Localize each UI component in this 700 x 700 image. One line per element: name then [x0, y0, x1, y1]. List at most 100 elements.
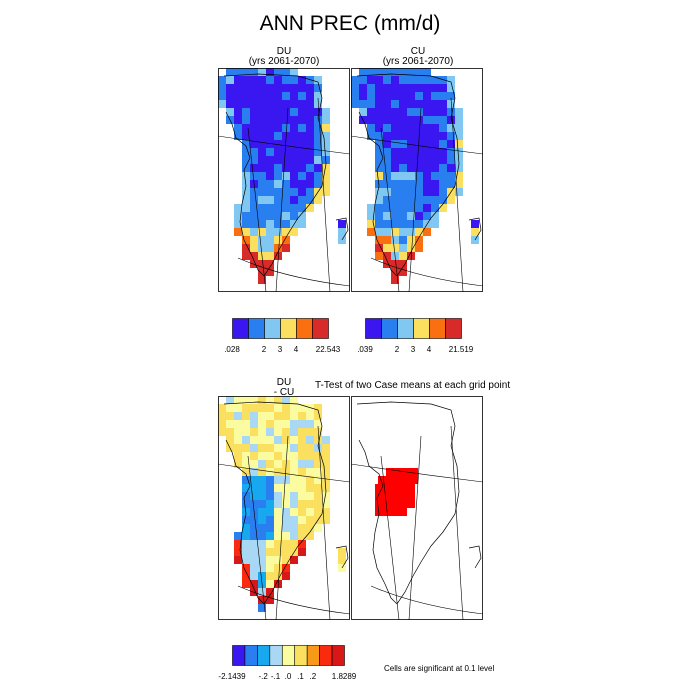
grid-cell [282, 508, 290, 516]
grid-cell [306, 532, 314, 540]
grid-cell [314, 508, 322, 516]
grid-cell [218, 404, 226, 412]
grid-cell [298, 220, 306, 228]
grid-cell [266, 212, 274, 220]
grid-cell [266, 116, 274, 124]
grid-cell [250, 532, 258, 540]
colorbar-swatch [397, 318, 414, 339]
grid-cell [407, 68, 415, 76]
grid-cell [266, 180, 274, 188]
grid-cell [415, 220, 423, 228]
grid-cell [367, 204, 375, 212]
grid-cell [290, 100, 298, 108]
grid-cell [415, 212, 423, 220]
diff-panel-title: DU - CU [214, 378, 354, 398]
grid-cell [306, 156, 314, 164]
grid-cell [266, 508, 274, 516]
grid-cell [415, 180, 423, 188]
grid-cell [447, 172, 455, 180]
grid-cell [258, 484, 266, 492]
grid-cell [423, 148, 431, 156]
grid-cell [399, 244, 407, 252]
grid-cell [250, 588, 258, 596]
grid-cell [298, 212, 306, 220]
colorbar-label: -.2 [258, 672, 268, 681]
grid-cell [314, 148, 322, 156]
grid-cell [298, 108, 306, 116]
grid-cell [455, 188, 463, 196]
grid-cell [298, 476, 306, 484]
grid-cell [226, 404, 234, 412]
grid-cell [282, 532, 290, 540]
grid-cell [258, 548, 266, 556]
grid-cell [250, 172, 258, 180]
grid-cell [306, 500, 314, 508]
du-map-panel [218, 68, 350, 292]
colorbar-swatch [429, 318, 446, 339]
grid-cell [375, 156, 383, 164]
grid-cell [298, 548, 306, 556]
grid-cell [298, 140, 306, 148]
grid-cell [266, 452, 274, 460]
grid-cell [282, 148, 290, 156]
grid-cell [282, 412, 290, 420]
grid-cell [306, 524, 314, 532]
grid-cell [375, 116, 383, 124]
grid-cell [282, 244, 290, 252]
grid-cell [431, 116, 439, 124]
grid-cell [226, 100, 234, 108]
grid-cell [415, 188, 423, 196]
grid-cell [407, 252, 415, 260]
grid-cell [306, 444, 314, 452]
grid-cell [242, 452, 250, 460]
grid-cell [234, 556, 242, 564]
grid-cell [383, 108, 391, 116]
grid-cell [415, 228, 423, 236]
significant-cell [410, 476, 418, 484]
grid-cell [375, 108, 383, 116]
grid-cell [447, 140, 455, 148]
grid-cell [226, 84, 234, 92]
grid-cell [298, 452, 306, 460]
grid-cell [274, 196, 282, 204]
grid-cell [431, 100, 439, 108]
grid-cell [298, 436, 306, 444]
significant-cell [383, 484, 391, 492]
grid-cell [407, 116, 415, 124]
grid-cell [290, 436, 298, 444]
grid-cell [375, 164, 383, 172]
grid-cell [266, 516, 274, 524]
grid-cell [314, 460, 322, 468]
grid-cell [439, 84, 447, 92]
significant-cell [375, 492, 383, 500]
grid-cell [274, 420, 282, 428]
grid-cell [290, 420, 298, 428]
grid-cell [258, 556, 266, 564]
grid-cell [226, 420, 234, 428]
grid-cell [234, 436, 242, 444]
grid-cell [407, 204, 415, 212]
grid-cell [391, 140, 399, 148]
grid-cell [322, 476, 330, 484]
grid-cell [455, 172, 463, 180]
grid-cell [274, 212, 282, 220]
grid-cell [322, 492, 330, 500]
grid-cell [274, 108, 282, 116]
grid-cell [242, 172, 250, 180]
grid-cell [367, 108, 375, 116]
grid-cell [234, 108, 242, 116]
grid-cell [439, 164, 447, 172]
grid-cell [274, 180, 282, 188]
significance-note: Cells are significant at 0.1 level [384, 664, 495, 673]
grid-cell [274, 404, 282, 412]
grid-cell [266, 468, 274, 476]
grid-cell [242, 164, 250, 172]
grid-cell [242, 244, 250, 252]
grid-cell [415, 76, 423, 84]
grid-cell [242, 220, 250, 228]
grid-cell [242, 436, 250, 444]
grid-cell [322, 180, 330, 188]
grid-cell [439, 76, 447, 84]
significant-cell [407, 492, 415, 500]
grid-cell [290, 156, 298, 164]
